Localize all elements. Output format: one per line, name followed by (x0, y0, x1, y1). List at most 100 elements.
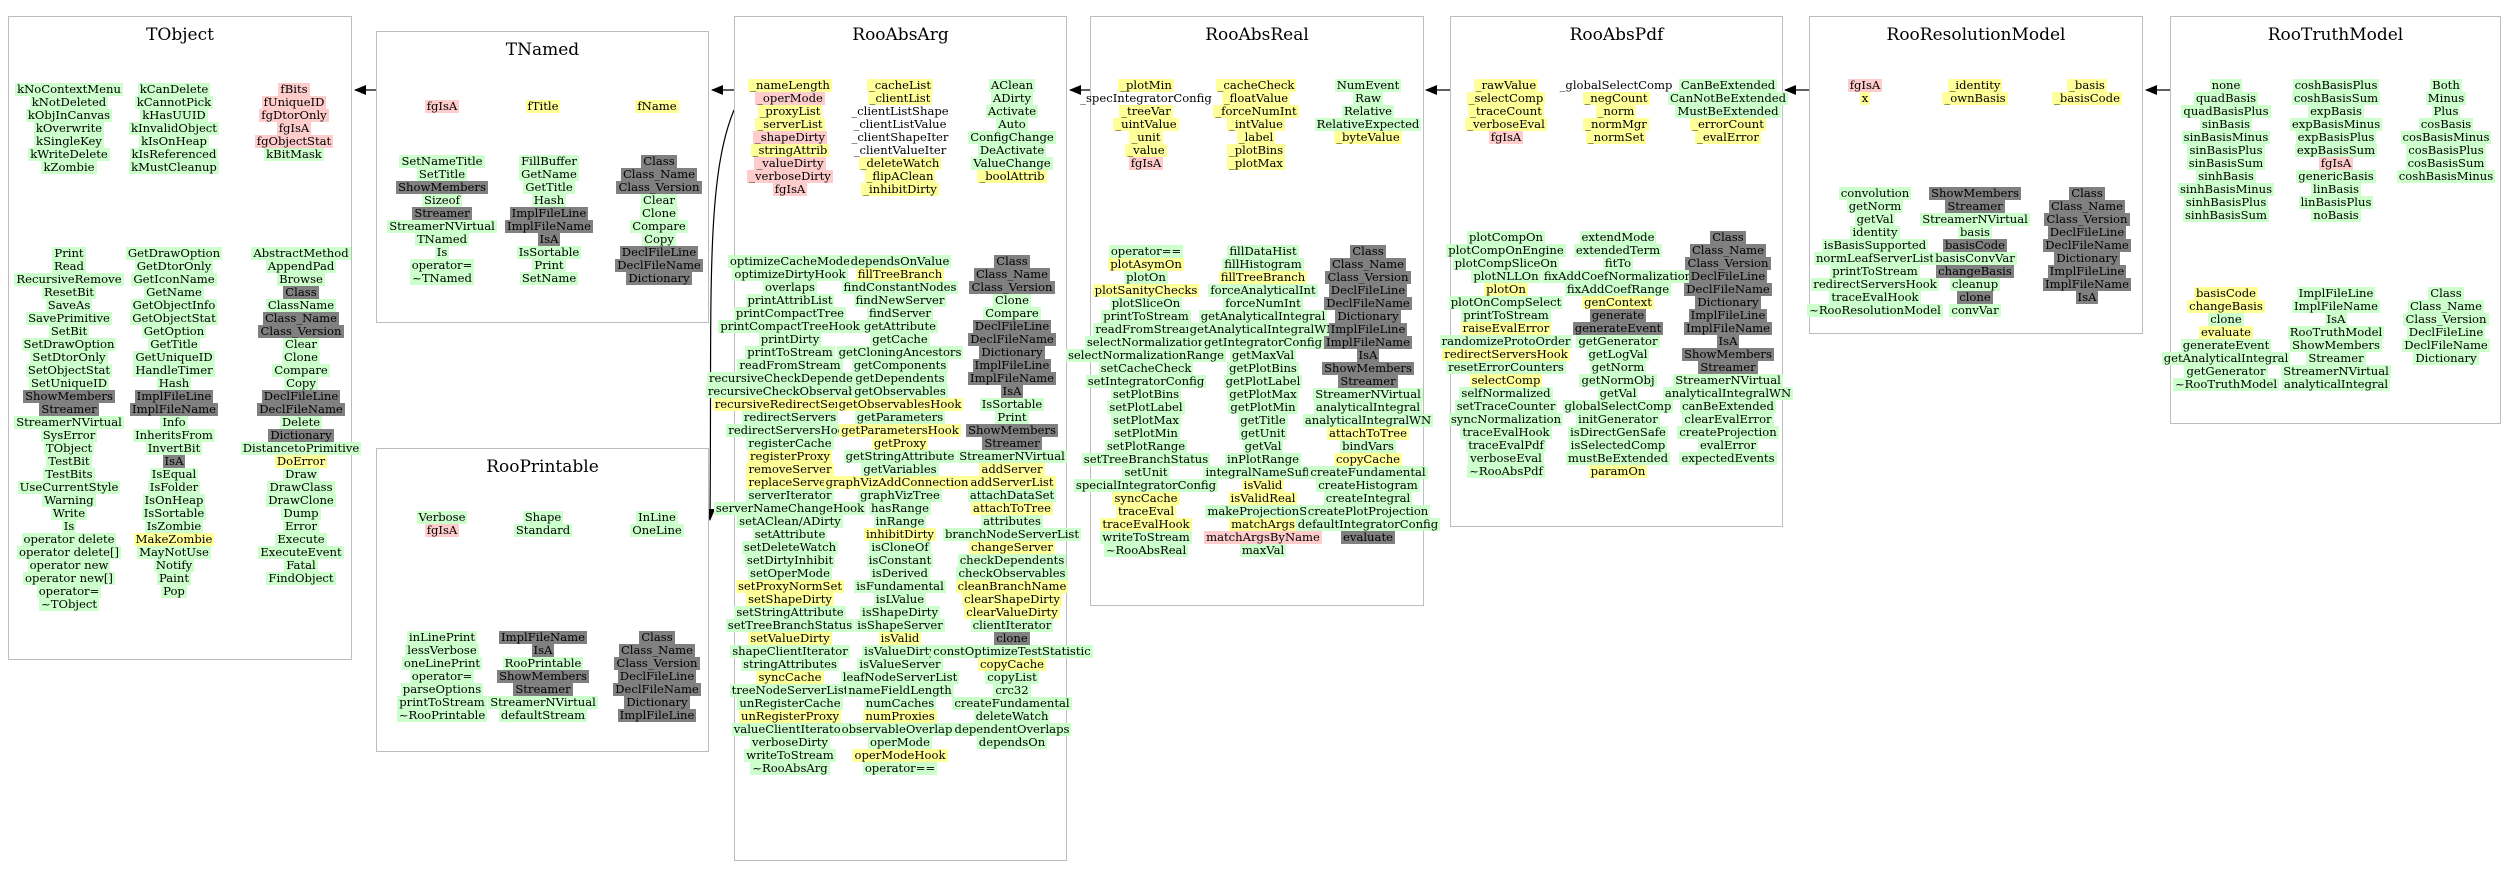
member-item: dependentOverlaps (952, 722, 1072, 736)
member-column: Class Class_Name Class_Version Clone Compare… (892, 255, 1132, 749)
member-item: evaluate (1341, 530, 1395, 544)
member-item: Print (52, 246, 86, 260)
member-item: identity (1850, 225, 1900, 239)
member-column: AbstractMethod AppendPad Browse Class ClassN… (181, 247, 421, 585)
member-item: setPlotRange (1104, 439, 1188, 453)
member-item: DrawClone (266, 493, 336, 507)
member-item: getGenerator (2184, 364, 2268, 378)
member-item: evalError (1697, 438, 1759, 452)
member-item: linBasisPlus (2298, 195, 2374, 209)
member-item: maxVal (1239, 543, 1287, 557)
member-item: _identity (1947, 78, 2003, 92)
member-item: coshBasisSum (2291, 91, 2381, 105)
member-item: Class_Version (2403, 312, 2489, 326)
member-item: fUniqueID (261, 95, 327, 109)
member-item: ImplFileLine (2296, 286, 2376, 300)
member-item: coshBasisMinus (2396, 169, 2496, 183)
member-item: Dump (281, 506, 321, 520)
member-item: fixAddCoefRange (1564, 282, 1672, 296)
member-item: traceEval (1115, 504, 1177, 518)
member-item: operator= (36, 584, 102, 598)
member-item: InLine (636, 510, 678, 524)
member-column: optimizeCacheMode optimizeDirtyHook overla… (670, 255, 910, 775)
member-item: _forceNumInt (1213, 104, 1299, 118)
member-item: _treeVar (1119, 104, 1173, 118)
member-item: IsA (162, 454, 186, 468)
member-item: getPlotBins (1227, 361, 1299, 375)
member-column: fName (537, 100, 777, 113)
member-item: raiseEvalError (1460, 321, 1552, 335)
member-item: setPlotBins (1110, 387, 1182, 401)
member-item: addServerList (968, 475, 1056, 489)
member-item: IsA (531, 643, 555, 657)
member-item: getVal (1242, 439, 1284, 453)
member-item: basisConvVar (1933, 251, 2017, 265)
member-item: FillBuffer (519, 154, 579, 168)
member-item: getPlotMin (1228, 400, 1298, 414)
member-item: kMustCleanup (129, 160, 219, 174)
member-item: getAttribute (861, 319, 939, 333)
member-item: expBasisPlus (2295, 130, 2377, 144)
member-item: _cacheCheck (1215, 78, 1297, 92)
member-item: _clientList (867, 91, 933, 105)
member-item: graphVizAddConnections (823, 475, 977, 489)
member-item: ShowMembers (1322, 361, 1414, 375)
member-item: canBeExtended (1680, 399, 1776, 413)
member-item: genContext (1582, 295, 1654, 309)
member-item: IsA (1716, 334, 1740, 348)
member-item: redirectServersHook (1442, 347, 1570, 361)
member-item: cosBasis (2418, 117, 2474, 131)
member-item: attachDataSet (967, 488, 1057, 502)
member-item: ImplFileName (968, 371, 1056, 385)
member-item: createPlotProjection (1305, 504, 1431, 518)
member-column: SetNameTitle SetTitle ShowMembers Sizeof Str… (322, 155, 562, 285)
member-item: Info (160, 415, 188, 429)
member-item: setUnit (1122, 465, 1170, 479)
member-item: plotOn (1124, 270, 1168, 284)
class-box-rooabsreal: RooAbsReal _plotMin _specIntegratorConfig _… (1065, 16, 1441, 606)
member-item: Class_Version (1325, 270, 1411, 284)
member-item: coshBasisPlus (2292, 78, 2380, 92)
member-item: _negCount (1582, 91, 1650, 105)
member-item: ShowMembers (1929, 186, 2021, 200)
member-item: _ownBasis (1942, 91, 2008, 105)
member-item: setProxyNormSet (735, 579, 844, 593)
member-item: IsOnHeap (142, 493, 206, 507)
member-item: isDerived (870, 566, 930, 580)
member-item: resetErrorCounters (1446, 360, 1566, 374)
member-item: MustBeExtended (1675, 104, 1781, 118)
member-item: setDeleteWatch (741, 540, 839, 554)
member-item: plotSanityChecks (1092, 283, 1200, 297)
member-item: getCache (870, 332, 930, 346)
member-item: removeServer (746, 462, 834, 476)
member-item: setPlotMax (1111, 413, 1181, 427)
member-item: generate (1589, 308, 1647, 322)
member-item: initGenerator (1576, 412, 1660, 426)
member-item: _unit (1129, 130, 1163, 144)
member-item: UseCurrentStyle (17, 480, 121, 494)
member-item: TObject (43, 441, 95, 455)
member-column: Both Minus Plus cosBasis cosBasisMinus cosBas… (2326, 79, 2509, 183)
member-item: Read (52, 259, 86, 273)
member-item: _deleteWatch (858, 156, 942, 170)
member-item: _boolAttrib (977, 169, 1047, 183)
member-item: SetBit (48, 324, 90, 338)
member-item: StreamerNVirtual (2281, 364, 2391, 378)
member-item: addServer (979, 462, 1045, 476)
member-item: traceEvalHook (1829, 290, 1921, 304)
member-item: getAnalyticalIntegralWN (1187, 322, 1339, 336)
member-item: isDirectGenSafe (1568, 425, 1668, 439)
member-item: Dictionary (979, 345, 1045, 359)
member-item: MayNotUse (137, 545, 211, 559)
member-item: operator= (409, 669, 475, 683)
member-item: _globalSelectComp (1559, 78, 1673, 92)
member-item: _serverList (755, 117, 825, 131)
member-item: Dictionary (2054, 251, 2120, 265)
member-item: _nameLength (748, 78, 832, 92)
member-column: AClean ADirty Activate Auto ConfigChange DeAc… (892, 79, 1132, 183)
member-item: _clientListShape (851, 104, 949, 118)
member-item: getIntegratorConfig (1201, 335, 1325, 349)
member-item: ShowMembers (23, 389, 115, 403)
member-item: SetDrawOption (21, 337, 117, 351)
